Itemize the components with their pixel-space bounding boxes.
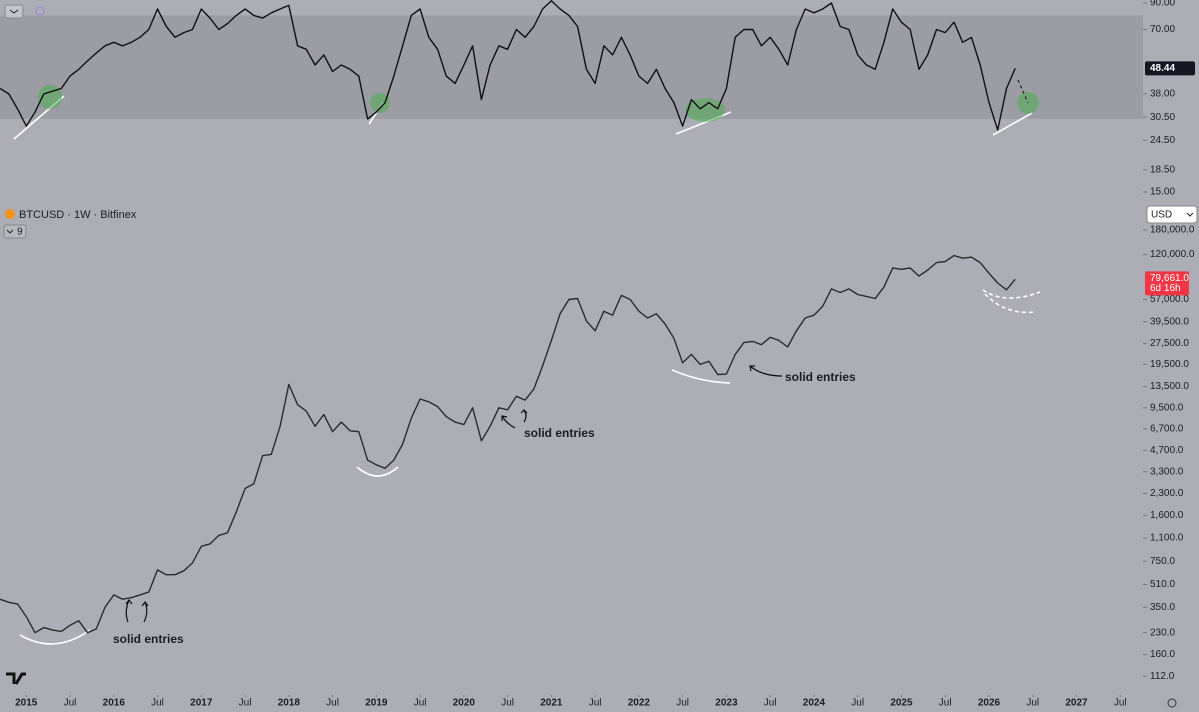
annotation: solid entries (524, 426, 595, 440)
back-layer (0, 15, 1143, 119)
highlight (370, 93, 390, 113)
highlight (38, 85, 62, 109)
y-tick-label: 70.00 (1150, 24, 1175, 35)
chevron (9, 9, 19, 14)
y-tick-label: 38.00 (1150, 89, 1175, 100)
x-tick-label: Jul (851, 698, 864, 709)
annotation: solid entries (785, 370, 856, 384)
logo (6, 672, 26, 685)
x-tick-label: 2019 (365, 698, 388, 709)
y-tick-label: 90.00 (1150, 0, 1175, 9)
arrow (749, 365, 783, 377)
x-tick-label: Jul (1114, 698, 1127, 709)
x-tick-label: 2025 (890, 698, 913, 709)
x-tick-label: 2023 (715, 698, 738, 709)
last-value-label: 48.44 (1150, 63, 1175, 74)
y-tick-label: 24.50 (1150, 135, 1175, 146)
y-tick-label: 750.0 (1150, 556, 1175, 567)
chevron (1186, 212, 1194, 217)
y-tick-label: 160.0 (1150, 649, 1175, 660)
indicator-icon (35, 6, 45, 16)
x-tick-label: 2020 (453, 698, 476, 709)
y-tick-label: 30.50 (1150, 112, 1175, 123)
x-tick-label: Jul (414, 698, 427, 709)
series-line (0, 254, 1016, 634)
y-tick-label: 180,000.0 (1150, 225, 1195, 236)
last-value-badge (1145, 271, 1189, 296)
x-tick-label: Jul (501, 698, 514, 709)
x-tick-label: Jul (589, 698, 602, 709)
last-value-label: 79,661.0 (1150, 273, 1189, 284)
x-tick-label: 2022 (628, 698, 651, 709)
y-tick-label: 9,500.0 (1150, 402, 1184, 413)
y-tick-label: 350.0 (1150, 602, 1175, 613)
currency-label: USD (1151, 210, 1172, 221)
y-tick-label: 27,500.0 (1150, 338, 1189, 349)
arrow (141, 601, 149, 623)
x-tick-label: Jul (326, 698, 339, 709)
x-tick-label: 2024 (803, 698, 826, 709)
indicator-count: 9 (17, 227, 23, 238)
y-tick-label: 13,500.0 (1150, 381, 1189, 392)
y-tick-label: 2,300.0 (1150, 488, 1184, 499)
y-tick-label: 112.0 (1150, 671, 1175, 682)
x-tick-label: Jul (151, 698, 164, 709)
y-tick-label: 4,700.0 (1150, 445, 1184, 456)
arrows (125, 365, 783, 623)
trendline (13, 95, 1033, 140)
symbol-title: BTCUSD · 1W · Bitfinex (19, 209, 137, 221)
arc (19, 629, 91, 645)
y-tick-label: 57,000.0 (1150, 294, 1189, 305)
arrow (501, 415, 516, 429)
x-tick-label: 2026 (978, 698, 1001, 709)
x-tick-label: Jul (1026, 698, 1039, 709)
y-tick-label: 15.00 (1150, 187, 1175, 198)
x-tick-label: 2015 (15, 698, 38, 709)
y-tick-label: 6,700.0 (1150, 424, 1184, 435)
y-tick-label: 39,500.0 (1150, 316, 1189, 327)
x-tick-label: 2016 (103, 698, 126, 709)
x-tick-label: 2021 (540, 698, 563, 709)
arc (356, 466, 399, 477)
arc (671, 369, 731, 384)
series-line (0, 0, 1016, 131)
annotation: solid entries (113, 632, 184, 646)
last-value-badge (1145, 61, 1195, 76)
projection (982, 289, 1041, 314)
x-tick-label: Jul (64, 698, 77, 709)
currency-select[interactable] (1146, 205, 1198, 224)
projection (1017, 79, 1029, 104)
y-tick-label: 18.50 (1150, 164, 1175, 175)
y-tick-label: 1,600.0 (1150, 510, 1184, 521)
x-tick-label: 2017 (190, 698, 213, 709)
collapse-button[interactable] (4, 4, 24, 19)
countdown-label: 6d 16h (1150, 283, 1181, 294)
arrow (125, 599, 133, 623)
y-tick-label: 120,000.0 (1150, 249, 1195, 260)
btc-icon (5, 209, 15, 219)
y-tick-label: 3,300.0 (1150, 466, 1184, 477)
x-tick-label: Jul (764, 698, 777, 709)
x-tick-label: 2027 (1065, 698, 1088, 709)
x-tick-label: Jul (676, 698, 689, 709)
y-tick-label: 1,100.0 (1150, 533, 1184, 544)
y-tick-label: 19,500.0 (1150, 359, 1189, 370)
x-tick-label: 2018 (278, 698, 301, 709)
drawings (13, 95, 1041, 645)
x-tick-label: Jul (239, 698, 252, 709)
chevron (6, 229, 14, 234)
arrow (520, 409, 528, 423)
x-tick-label: Jul (939, 698, 952, 709)
indicator-toggle[interactable] (3, 224, 27, 239)
settings-icon[interactable] (1167, 698, 1177, 708)
rsi-band (0, 15, 1143, 119)
y-tick-label: 230.0 (1150, 627, 1175, 638)
y-tick-label: 510.0 (1150, 579, 1175, 590)
